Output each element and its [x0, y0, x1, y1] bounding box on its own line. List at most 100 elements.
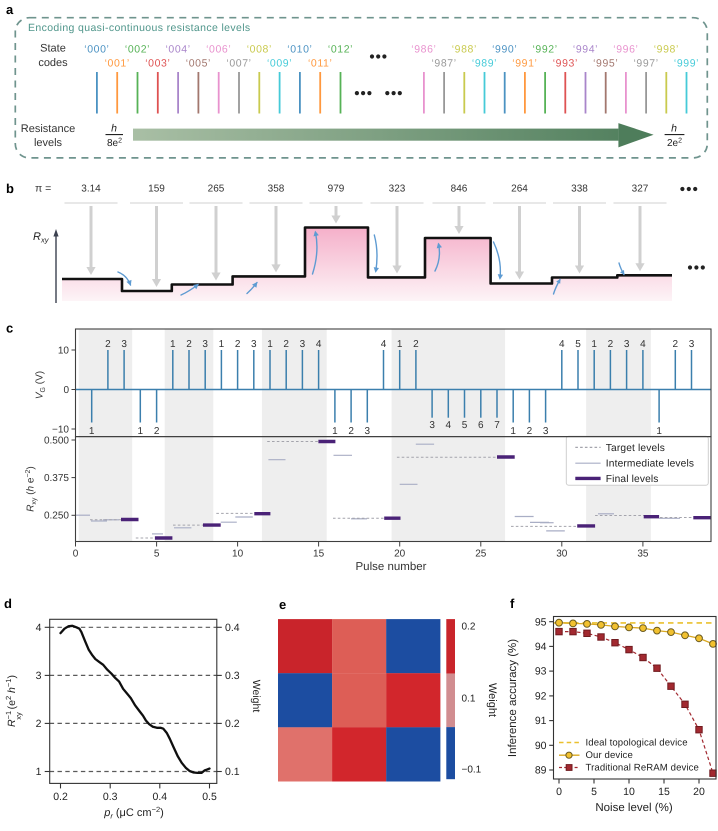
svg-text:92: 92 [535, 691, 547, 703]
svg-text:0.2: 0.2 [225, 718, 240, 730]
svg-text:0.1: 0.1 [462, 694, 476, 705]
svg-text:265: 265 [208, 184, 225, 195]
svg-text:‘991’: ‘991’ [512, 58, 537, 70]
svg-text:c: c [6, 321, 13, 336]
svg-text:1: 1 [656, 426, 662, 437]
svg-text:Noise level (%): Noise level (%) [595, 802, 672, 814]
svg-text:15: 15 [658, 786, 670, 798]
svg-text:‘988’: ‘988’ [452, 44, 477, 56]
svg-text:2: 2 [154, 426, 160, 437]
svg-text:95: 95 [535, 616, 547, 628]
svg-text:‘997’: ‘997’ [634, 58, 659, 70]
svg-text:10: 10 [232, 549, 244, 560]
svg-text:‘005’: ‘005’ [186, 58, 211, 70]
svg-text:5: 5 [575, 339, 581, 350]
svg-text:979: 979 [328, 184, 345, 195]
svg-text:1: 1 [591, 339, 597, 350]
svg-text:Rxy (h e−2): Rxy (h e−2) [25, 466, 38, 512]
svg-text:a: a [6, 2, 14, 17]
svg-text:R−1xy (e2 h−1): R−1xy (e2 h−1) [4, 675, 23, 727]
svg-text:338: 338 [571, 184, 588, 195]
svg-text:‘996’: ‘996’ [613, 44, 638, 56]
svg-text:327: 327 [632, 184, 649, 195]
svg-text:State: State [40, 43, 66, 55]
svg-text:159: 159 [148, 184, 165, 195]
svg-text:3: 3 [365, 426, 371, 437]
svg-text:3: 3 [300, 339, 306, 350]
svg-text:Target levels: Target levels [606, 443, 665, 454]
svg-text:levels: levels [34, 137, 63, 149]
svg-text:‘993’: ‘993’ [553, 58, 578, 70]
svg-text:10: 10 [623, 786, 635, 798]
svg-text:20: 20 [394, 549, 406, 560]
svg-text:2: 2 [673, 339, 679, 350]
svg-text:1: 1 [510, 426, 516, 437]
svg-text:h: h [671, 123, 677, 135]
svg-text:π =: π = [35, 183, 51, 195]
svg-text:20: 20 [693, 786, 705, 798]
svg-text:2: 2 [283, 339, 289, 350]
svg-text:0.3: 0.3 [103, 791, 118, 803]
svg-text:−10: −10 [52, 424, 69, 435]
svg-text:‘007’: ‘007’ [226, 58, 251, 70]
svg-text:2: 2 [36, 718, 42, 730]
svg-text:4: 4 [316, 339, 322, 350]
svg-text:‘994’: ‘994’ [573, 44, 598, 56]
svg-text:3: 3 [543, 426, 549, 437]
svg-text:90: 90 [535, 740, 547, 752]
svg-text:1: 1 [397, 339, 403, 350]
svg-text:323: 323 [389, 184, 406, 195]
svg-text:7: 7 [494, 420, 500, 431]
svg-text:5: 5 [462, 420, 468, 431]
svg-text:2: 2 [413, 339, 419, 350]
svg-text:3: 3 [624, 339, 630, 350]
svg-text:0.3: 0.3 [225, 670, 240, 682]
svg-text:2e2: 2e2 [667, 138, 682, 150]
svg-text:Traditional ReRAM device: Traditional ReRAM device [586, 763, 699, 774]
svg-text:Weight: Weight [250, 680, 262, 713]
svg-text:‘990’: ‘990’ [492, 44, 517, 56]
svg-text:3: 3 [251, 339, 257, 350]
svg-text:−0.1: −0.1 [462, 765, 482, 776]
svg-text:0: 0 [73, 549, 79, 560]
svg-text:3: 3 [689, 339, 695, 350]
svg-text:1: 1 [332, 426, 338, 437]
svg-text:8e2: 8e2 [107, 138, 122, 150]
svg-text:1: 1 [138, 426, 144, 437]
svg-text:4: 4 [559, 339, 565, 350]
svg-text:94: 94 [535, 641, 547, 653]
svg-text:Resistance: Resistance [21, 123, 75, 135]
svg-text:0.5: 0.5 [202, 791, 217, 803]
svg-text:2: 2 [186, 339, 192, 350]
svg-text:0.1: 0.1 [225, 766, 240, 778]
svg-text:0.2: 0.2 [53, 791, 68, 803]
svg-text:1: 1 [89, 426, 95, 437]
svg-text:codes: codes [38, 57, 68, 69]
svg-text:‘999’: ‘999’ [674, 58, 699, 70]
svg-text:‘001’: ‘001’ [105, 58, 130, 70]
svg-text:2: 2 [527, 426, 533, 437]
svg-text:pr (μC cm−2): pr (μC cm−2) [103, 805, 164, 821]
svg-text:0: 0 [556, 786, 562, 798]
svg-text:‘004’: ‘004’ [166, 44, 191, 56]
svg-text:‘998’: ‘998’ [654, 44, 679, 56]
svg-text:35: 35 [637, 549, 649, 560]
svg-text:1: 1 [170, 339, 176, 350]
svg-text:846: 846 [451, 184, 468, 195]
svg-text:93: 93 [535, 666, 547, 678]
svg-text:‘992’: ‘992’ [533, 44, 558, 56]
svg-text:30: 30 [556, 549, 568, 560]
svg-text:‘995’: ‘995’ [593, 58, 618, 70]
svg-text:Final levels: Final levels [606, 474, 659, 485]
svg-text:Weight: Weight [486, 683, 498, 717]
svg-text:2: 2 [348, 426, 354, 437]
svg-text:5: 5 [591, 786, 597, 798]
svg-text:25: 25 [475, 549, 487, 560]
svg-text:0.500: 0.500 [44, 435, 69, 446]
svg-text:‘989’: ‘989’ [472, 58, 497, 70]
svg-text:‘006’: ‘006’ [206, 44, 231, 56]
svg-text:‘010’: ‘010’ [287, 44, 312, 56]
svg-text:1: 1 [267, 339, 273, 350]
svg-text:3: 3 [202, 339, 208, 350]
svg-text:4: 4 [36, 622, 42, 634]
